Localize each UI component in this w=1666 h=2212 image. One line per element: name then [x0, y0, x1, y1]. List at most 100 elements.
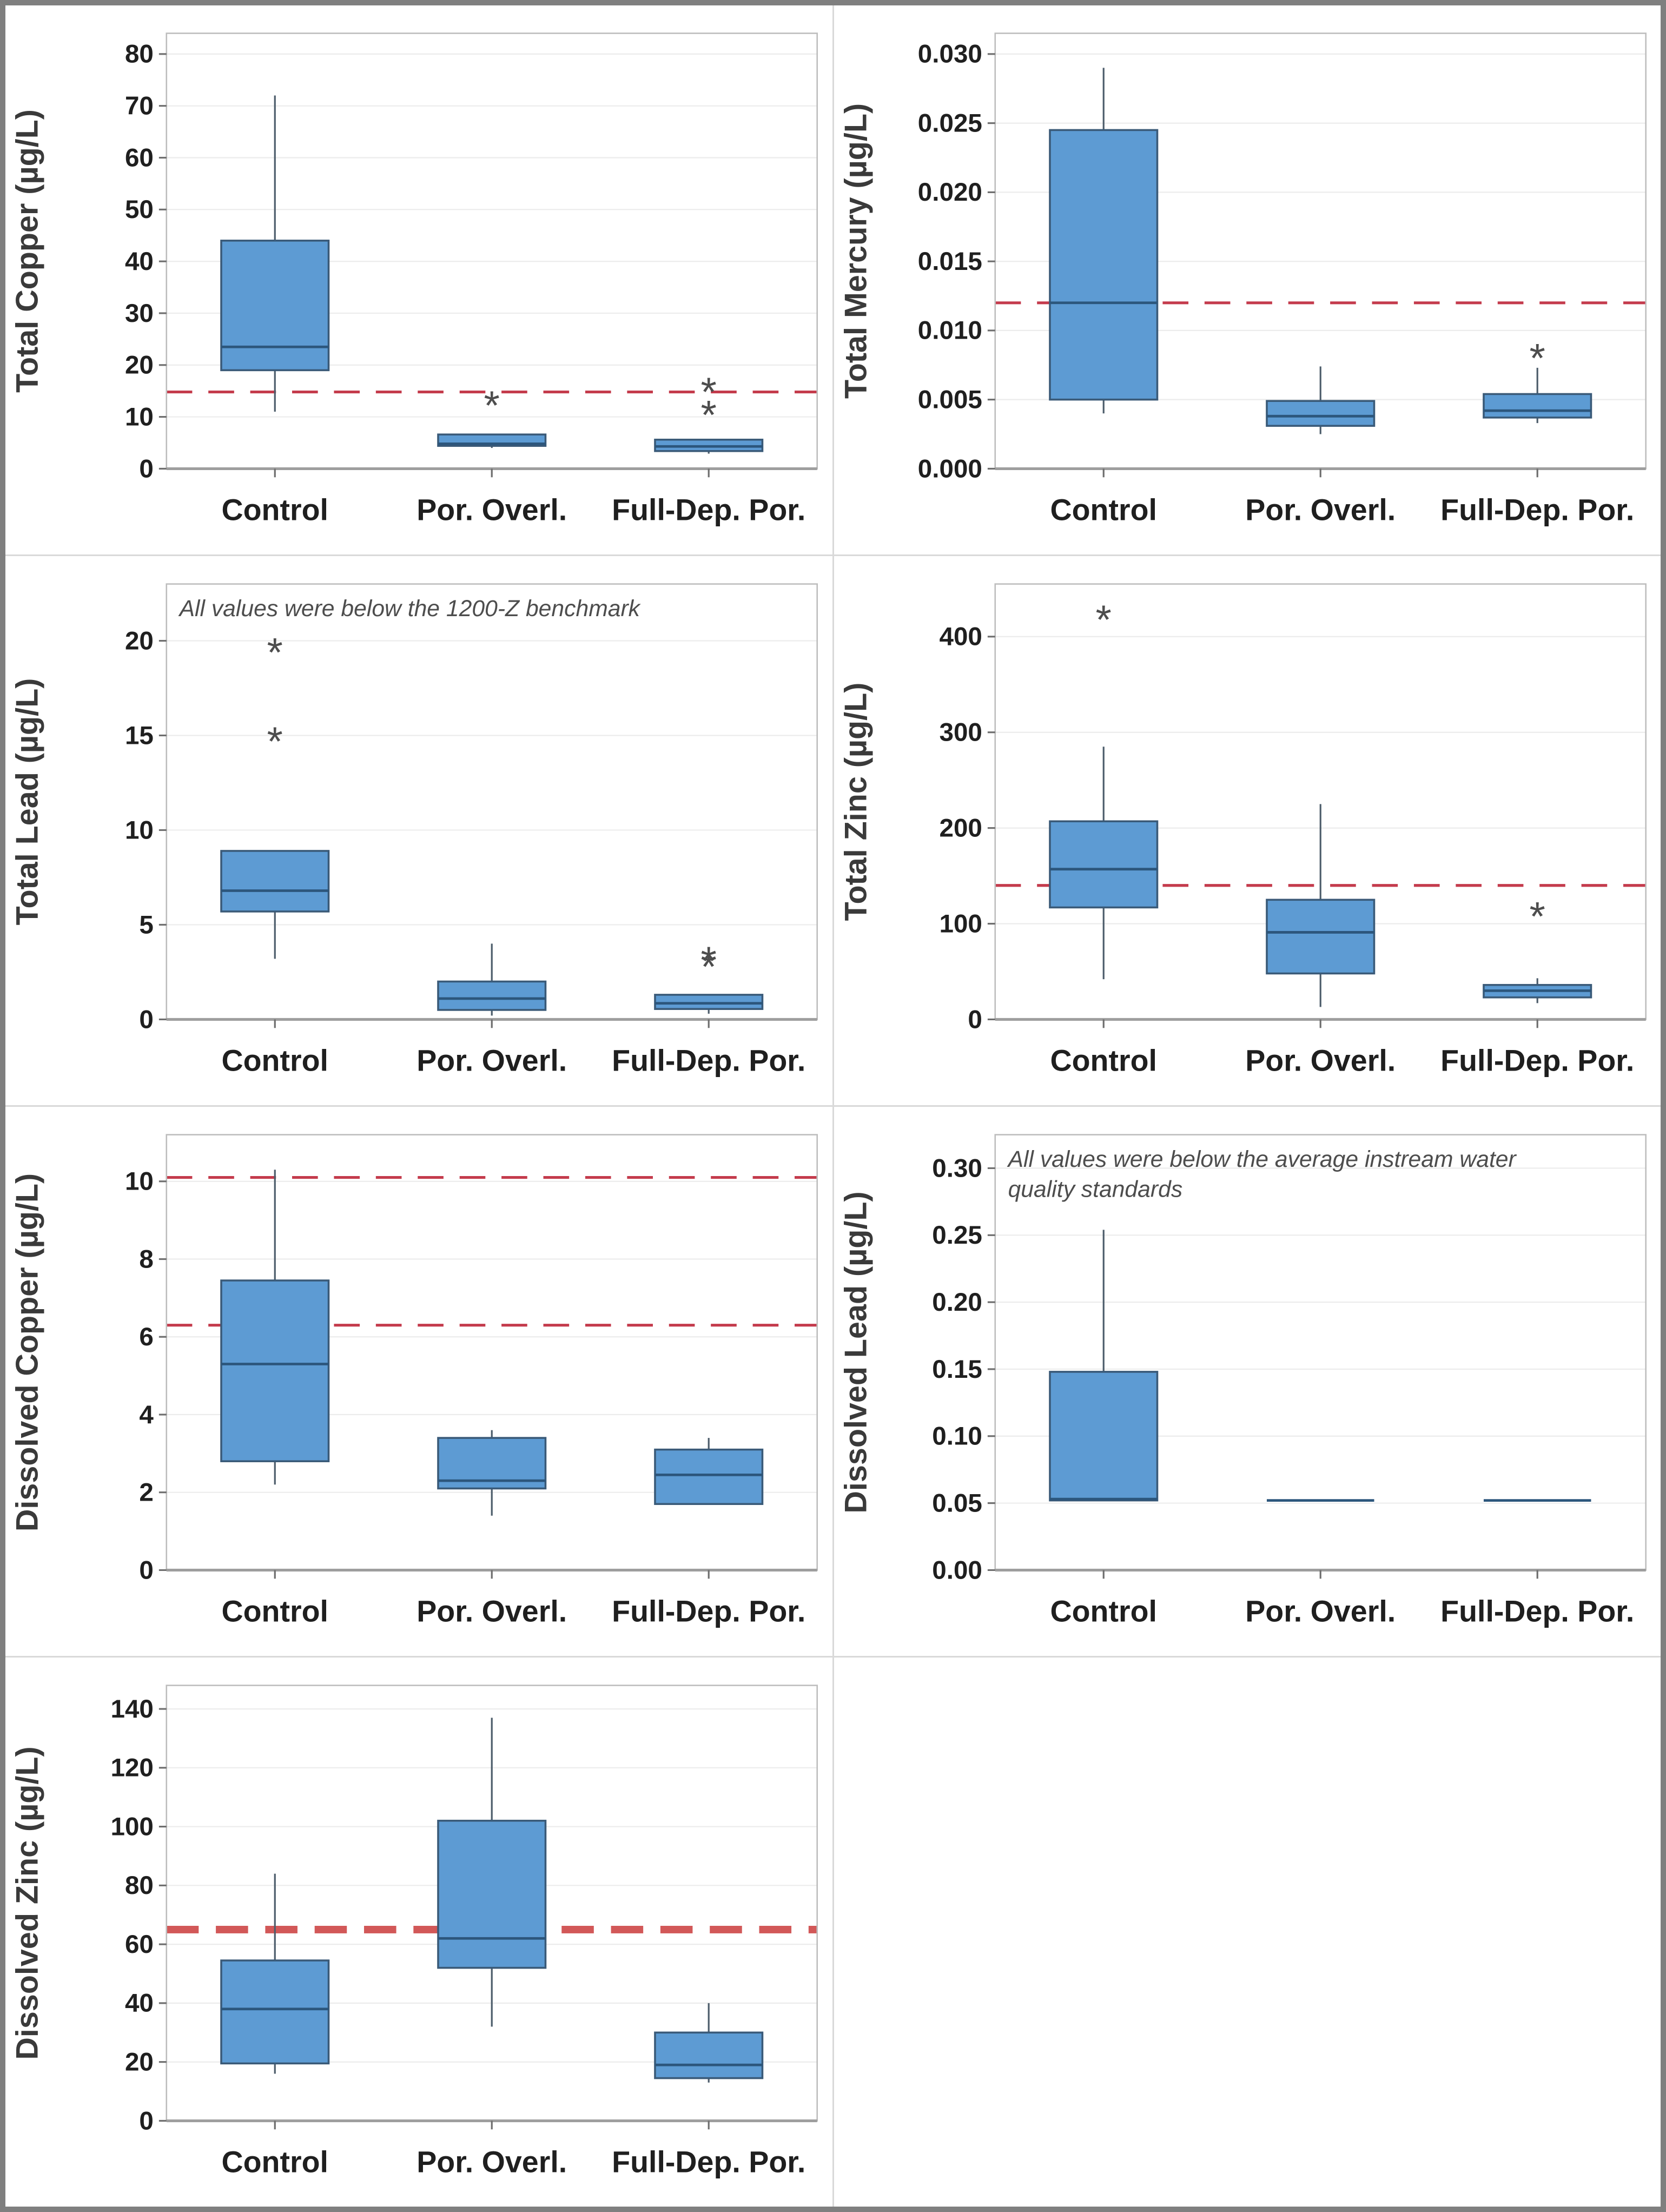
y-axis-title: Total Lead (µg/L) — [10, 678, 45, 926]
outlier-marker: * — [701, 369, 717, 415]
box — [654, 2031, 764, 2079]
annotation-text: All values were below the average instre… — [1006, 1146, 1517, 1172]
y-tick-label: 0.025 — [917, 109, 982, 138]
category-label: Por. Overl. — [1245, 493, 1396, 527]
category-label: Control — [1050, 493, 1157, 527]
y-axis-title: Dissolved Lead (µg/L) — [838, 1191, 873, 1513]
y-tick-label: 10 — [125, 402, 154, 431]
y-tick-label: 0 — [139, 454, 154, 483]
y-tick-label: 140 — [110, 1695, 153, 1724]
y-axis-title: Dissolved Copper (µg/L) — [10, 1173, 45, 1531]
box — [1265, 400, 1375, 427]
annotation-text: quality standards — [1008, 1177, 1182, 1203]
y-tick-label: 50 — [125, 195, 154, 224]
y-tick-label: 0 — [139, 1005, 154, 1034]
category-label: Full-Dep. Por. — [1440, 1044, 1634, 1078]
y-tick-label: 0.10 — [932, 1422, 982, 1451]
y-axis-title: Total Copper (µg/L) — [10, 109, 45, 393]
y-tick-label: 0.010 — [917, 316, 982, 345]
box — [1265, 899, 1375, 975]
panel-total-mercury: 0.000 0.005 0.010 0.015 0.020 0.025 0.030 Total… — [834, 5, 1661, 554]
y-axis-title: Total Mercury (µg/L) — [838, 103, 873, 399]
panel-dissolved-zinc: 0 20 40 60 80 100 120 140 Dissolved Zinc (µg/L) C… — [5, 1658, 832, 2207]
y-tick-label: 0.00 — [932, 1556, 982, 1584]
y-tick-label: 0.005 — [917, 386, 982, 414]
y-tick-label: 100 — [110, 1812, 153, 1841]
outlier-marker: * — [1529, 894, 1545, 939]
box — [220, 1279, 330, 1462]
y-tick-label: 0.15 — [932, 1355, 982, 1384]
y-tick-label: 0.05 — [932, 1489, 982, 1517]
y-tick-label: 6 — [139, 1323, 154, 1351]
box — [437, 1819, 547, 1969]
category-label: Full-Dep. Por. — [1440, 1595, 1634, 1628]
category-label: Por. Overl. — [416, 493, 567, 527]
y-tick-label: 8 — [139, 1245, 154, 1273]
panel-dissolved-lead: 0.00 0.05 0.10 0.15 0.20 0.25 0.30 Dissolved Le… — [834, 1107, 1661, 1656]
panel-dissolved-copper: 0 2 4 6 8 10 Dissolved Copper (µg/L) Control Por… — [5, 1107, 832, 1656]
box — [437, 980, 547, 1011]
chart-total-copper: 0 10 20 30 40 50 60 70 80 Total Copper (µg/L) Cont… — [10, 32, 818, 527]
y-tick-label: 2 — [139, 1478, 154, 1507]
category-label: Por. Overl. — [1245, 1595, 1396, 1628]
y-tick-label: 0.20 — [932, 1288, 982, 1317]
panel-total-lead: 0 5 10 15 20 Total Lead (µg/L) Control * * Por. O… — [5, 556, 832, 1105]
y-tick-label: 30 — [125, 299, 154, 328]
category-label: Control — [221, 1595, 328, 1628]
category-label: Full-Dep. Por. — [1440, 493, 1634, 527]
outlier-marker: * — [701, 939, 717, 984]
chart-dissolved-zinc: 0 20 40 60 80 100 120 140 Dissolved Zinc (µg/L) C… — [10, 1685, 818, 2179]
category-label: Full-Dep. Por. — [612, 1595, 805, 1628]
category-label: Control — [221, 1044, 328, 1078]
y-tick-label: 400 — [939, 623, 982, 651]
category-label: Por. Overl. — [1245, 1044, 1396, 1078]
category-label: Control — [221, 493, 328, 527]
y-tick-label: 0.020 — [917, 178, 982, 207]
y-tick-label: 80 — [125, 1871, 154, 1900]
outlier-marker: * — [701, 944, 717, 989]
y-tick-label: 0 — [139, 2107, 154, 2135]
panel-total-copper: 0 10 20 30 40 50 60 70 80 Total Copper (µg/L) Cont… — [5, 5, 832, 554]
y-tick-label: 300 — [939, 718, 982, 747]
y-tick-label: 10 — [125, 816, 154, 844]
category-label: Por. Overl. — [416, 2145, 567, 2179]
outlier-marker: * — [267, 630, 283, 675]
y-tick-label: 40 — [125, 1989, 154, 2018]
outlier-marker: * — [1529, 335, 1545, 381]
category-label: Por. Overl. — [416, 1044, 567, 1078]
outlier-marker: * — [1095, 597, 1111, 643]
y-tick-label: 0.015 — [917, 247, 982, 276]
box — [1048, 1371, 1158, 1502]
y-tick-label: 0.030 — [917, 40, 982, 69]
category-label: Full-Dep. Por. — [612, 2145, 805, 2179]
y-tick-label: 15 — [125, 721, 154, 750]
y-tick-label: 5 — [139, 910, 154, 939]
y-tick-label: 20 — [125, 2048, 154, 2077]
y-tick-label: 0.30 — [932, 1154, 982, 1183]
y-tick-label: 100 — [939, 909, 982, 938]
box — [220, 1959, 330, 2065]
y-tick-label: 80 — [125, 40, 154, 69]
chart-total-zinc: 0 100 200 300 400 Total Zinc (µg/L) Control * Po… — [838, 583, 1647, 1078]
y-tick-label: 20 — [125, 351, 154, 380]
category-label: Full-Dep. Por. — [612, 493, 805, 527]
y-tick-label: 70 — [125, 92, 154, 121]
panel-total-zinc: 0 100 200 300 400 Total Zinc (µg/L) Control * Po… — [834, 556, 1661, 1105]
y-axis-title: Dissolved Zinc (µg/L) — [10, 1746, 45, 2059]
y-tick-label: 40 — [125, 247, 154, 276]
category-label: Control — [221, 2145, 328, 2179]
y-tick-label: 4 — [139, 1401, 154, 1429]
box — [220, 850, 330, 913]
y-tick-label: 0 — [139, 1556, 154, 1584]
y-axis-title: Total Zinc (µg/L) — [838, 683, 873, 921]
y-tick-label: 60 — [125, 143, 154, 172]
category-label: Control — [1050, 1044, 1157, 1078]
box — [654, 994, 764, 1010]
category-label: Full-Dep. Por. — [612, 1044, 805, 1078]
panel-empty — [834, 1658, 1661, 2207]
y-tick-label: 20 — [125, 626, 154, 655]
y-tick-label: 120 — [110, 1754, 153, 1782]
y-tick-label: 60 — [125, 1930, 154, 1959]
outlier-marker: * — [701, 392, 717, 438]
